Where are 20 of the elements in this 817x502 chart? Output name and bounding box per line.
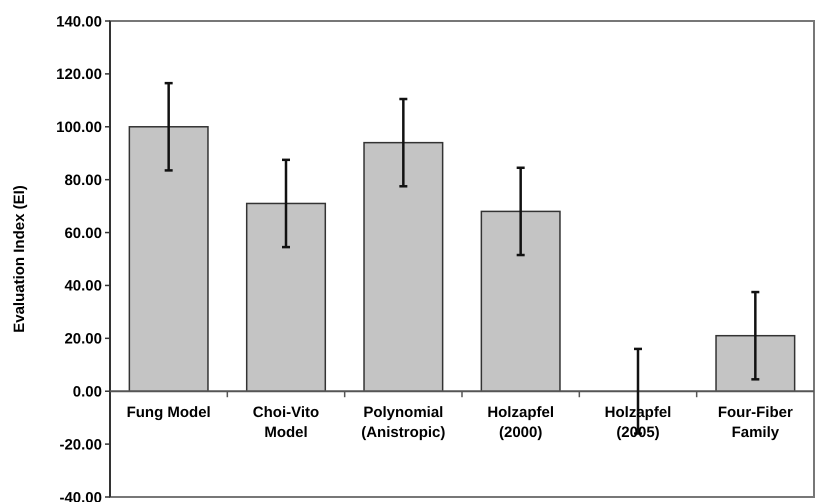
- bar: [480, 210, 561, 392]
- x-tick-label: Choi-Vito Model: [252, 404, 320, 442]
- x-tick-label: Fung Model: [126, 404, 211, 422]
- x-tick-label: Four-Fiber Family: [718, 404, 793, 442]
- y-tick-label: -20.00: [59, 436, 102, 454]
- bar: [363, 142, 444, 392]
- bar: [715, 334, 796, 392]
- y-axis-title: Evaluation Index (EI): [11, 185, 28, 333]
- y-tick-label: 120.00: [56, 66, 102, 84]
- y-tick-label: 0.00: [72, 383, 102, 400]
- bar: [128, 126, 209, 392]
- y-tick-label: 140.00: [56, 13, 102, 30]
- x-tick-label: Polynomial (Anistropic): [361, 404, 446, 442]
- y-tick-label: 80.00: [64, 172, 102, 189]
- bar: [246, 202, 326, 392]
- y-tick-label: 20.00: [64, 330, 102, 348]
- x-tick-label: Holzapfel (2000): [487, 404, 554, 442]
- y-tick-label: 100.00: [56, 119, 102, 136]
- y-tick-label: 40.00: [64, 278, 102, 295]
- y-tick-label: 60.00: [64, 224, 102, 242]
